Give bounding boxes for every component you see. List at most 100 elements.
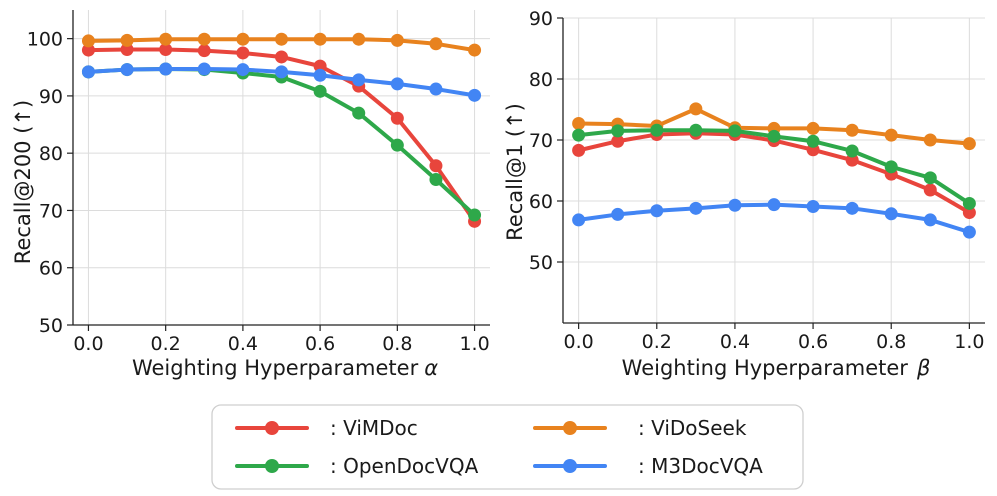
- data-point: [572, 213, 586, 227]
- data-point: [689, 123, 703, 137]
- legend-swatch-marker: [563, 459, 577, 473]
- data-point: [611, 207, 625, 221]
- data-point: [845, 201, 859, 215]
- data-point: [429, 173, 443, 187]
- right-axes: [557, 17, 985, 329]
- data-point: [429, 37, 443, 51]
- left-axes: [67, 10, 490, 331]
- data-point: [468, 43, 482, 57]
- data-point: [767, 129, 781, 143]
- data-point: [728, 124, 742, 138]
- legend-item-opendocvqa: : OpenDocVQA: [235, 454, 479, 478]
- data-point: [845, 144, 859, 158]
- data-point: [390, 33, 404, 47]
- data-point: [572, 128, 586, 142]
- x-tick-label: 0.6: [305, 333, 335, 355]
- y-tick-label: 50: [529, 252, 553, 274]
- x-tick-label: 0.8: [382, 333, 412, 355]
- data-point: [313, 68, 327, 82]
- legend: : ViMDoc : ViDoSeek : OpenDocVQA : M3Doc…: [211, 404, 804, 490]
- data-point: [390, 138, 404, 152]
- data-point: [923, 133, 937, 147]
- data-point: [120, 33, 134, 47]
- data-point: [572, 117, 586, 131]
- data-point: [429, 159, 443, 173]
- data-point: [390, 77, 404, 91]
- data-point: [120, 43, 134, 57]
- y-tick-label: 50: [39, 315, 63, 337]
- x-tick-label: 0.0: [73, 333, 103, 355]
- data-point: [81, 65, 95, 79]
- series-m3docvqa: [572, 198, 976, 239]
- y-tick-label: 90: [529, 8, 553, 30]
- series-vidoseek: [81, 32, 482, 57]
- y-tick-label: 70: [529, 130, 553, 152]
- data-point: [468, 88, 482, 102]
- x-tick-label: 0.4: [720, 331, 750, 353]
- data-point: [313, 32, 327, 46]
- data-point: [352, 73, 366, 87]
- data-point: [806, 121, 820, 135]
- data-point: [390, 111, 404, 125]
- y-tick-label: 60: [529, 191, 553, 213]
- data-point: [962, 196, 976, 210]
- y-tick-label: 90: [39, 86, 63, 108]
- data-point: [159, 62, 173, 76]
- data-point: [845, 153, 859, 167]
- legend-item-vimdoc: : ViMDoc: [235, 416, 418, 440]
- data-point: [352, 32, 366, 46]
- data-point: [313, 59, 327, 73]
- data-point: [923, 213, 937, 227]
- data-point: [159, 32, 173, 46]
- x-tick-label: 0.2: [642, 331, 672, 353]
- y-tick-label: 80: [529, 69, 553, 91]
- data-point: [650, 123, 664, 137]
- series-vimdoc: [81, 43, 482, 228]
- x-tick-label: 1.0: [954, 331, 984, 353]
- y-tick-label: 100: [27, 29, 63, 51]
- data-point: [81, 43, 95, 57]
- left-chart-panel: 0.0 0.2 0.4 0.6 0.8 1.0 50 60 70 80 90 100 Weighti…: [11, 10, 490, 380]
- data-point: [429, 82, 443, 96]
- legend-swatch-marker: [563, 421, 577, 435]
- right-x-axis-label: Weighting Hyperparameter β: [622, 356, 931, 380]
- data-point: [197, 44, 211, 58]
- y-tick-label: 80: [39, 143, 63, 165]
- left-x-axis-symbol: α: [424, 356, 438, 380]
- x-tick-label: 0.2: [151, 333, 181, 355]
- data-point: [236, 32, 250, 46]
- data-point: [236, 63, 250, 77]
- data-point: [923, 171, 937, 185]
- x-tick-label: 0.6: [798, 331, 828, 353]
- data-point: [845, 123, 859, 137]
- y-tick-label: 70: [39, 200, 63, 222]
- data-point: [806, 134, 820, 148]
- data-point: [81, 34, 95, 48]
- data-point: [275, 50, 288, 64]
- right-y-tick-labels: 50 60 70 80 90: [529, 8, 553, 274]
- x-tick-label: 1.0: [459, 333, 489, 355]
- legend-frame: [211, 404, 804, 490]
- legend-swatch-marker: [265, 459, 279, 473]
- data-point: [884, 128, 898, 142]
- x-tick-label: 0.0: [564, 331, 594, 353]
- data-point: [884, 160, 898, 174]
- data-point: [611, 124, 625, 138]
- data-point: [884, 207, 898, 221]
- data-point: [806, 199, 820, 213]
- data-point: [689, 201, 703, 215]
- data-point: [197, 62, 211, 76]
- right-series-layer: [572, 102, 976, 239]
- data-point: [572, 143, 586, 157]
- series-opendocvqa: [572, 123, 976, 210]
- data-point: [650, 204, 664, 218]
- data-point: [159, 43, 173, 57]
- legend-item-m3docvqa: : M3DocVQA: [533, 454, 763, 478]
- left-series-layer: [81, 32, 482, 228]
- legend-item-vidoseek: : ViDoSeek: [533, 416, 747, 440]
- data-point: [962, 137, 976, 151]
- right-gridlines: [563, 17, 985, 323]
- data-point: [689, 102, 703, 116]
- x-tick-label: 0.8: [876, 331, 906, 353]
